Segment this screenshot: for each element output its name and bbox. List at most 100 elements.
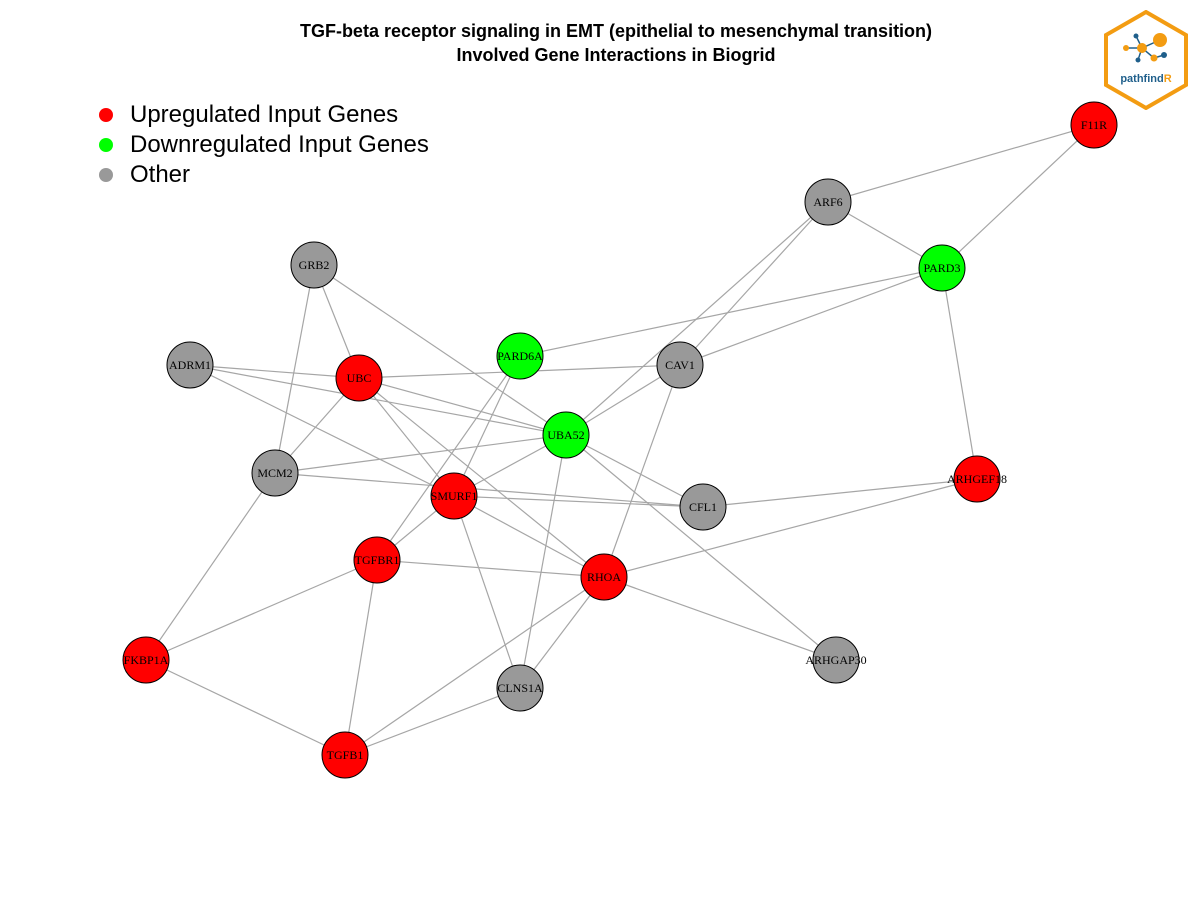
edge-grb2-mcm2 — [274, 264, 315, 474]
legend-dot-other — [99, 168, 113, 182]
node-label-uba52: UBA52 — [547, 428, 584, 442]
node-clns1a[interactable]: CLNS1A — [496, 664, 544, 712]
edge-pard3-cav1 — [679, 267, 943, 366]
edge-mcm2-cfl1 — [274, 472, 704, 508]
legend-item-upregulated: Upregulated Input Genes — [96, 100, 429, 130]
edge-clns1a-tgfb1 — [344, 687, 521, 756]
node-label-arhgef18: ARHGEF18 — [947, 472, 1007, 486]
node-uba52[interactable]: UBA52 — [542, 411, 590, 459]
node-label-clns1a: CLNS1A — [497, 681, 543, 695]
node-label-cfl1: CFL1 — [689, 500, 717, 514]
legend-dot-downregulated — [99, 138, 113, 152]
edge-arf6-cav1 — [679, 201, 829, 366]
node-circle-pard3[interactable] — [918, 244, 966, 292]
node-label-arhgap30: ARHGAP30 — [805, 653, 866, 667]
node-label-tgfb1: TGFB1 — [327, 748, 364, 762]
node-circle-ubc[interactable] — [335, 354, 383, 402]
node-label-grb2: GRB2 — [299, 258, 330, 272]
node-circle-uba52[interactable] — [542, 411, 590, 459]
pathfindr-logo: pathfindR — [1102, 9, 1190, 111]
edge-fkbp1a-tgfb1 — [145, 659, 346, 756]
node-label-adrm1: ADRM1 — [169, 358, 211, 372]
nodes-layer: F11R ARF6 PARD3 GRB2 PARD6A CAV1 ADRM1 UBC UBA52… — [122, 101, 1118, 779]
legend-dot-upregulated — [99, 108, 113, 122]
edge-uba52-mcm2 — [274, 434, 567, 474]
node-grb2[interactable]: GRB2 — [290, 241, 338, 289]
edge-tgfbr1-tgfb1 — [344, 559, 378, 756]
edge-tgfbr1-rhoa — [376, 559, 605, 578]
node-ubc[interactable]: UBC — [335, 354, 383, 402]
edge-smurf1-cfl1 — [453, 495, 704, 508]
edge-f11r-arf6 — [827, 124, 1095, 203]
node-circle-arf6[interactable] — [804, 178, 852, 226]
node-circle-arhgef18[interactable] — [953, 455, 1001, 503]
edge-smurf1-clns1a — [453, 495, 521, 689]
node-label-mcm2: MCM2 — [257, 466, 292, 480]
edge-smurf1-rhoa — [453, 495, 605, 578]
node-label-fkbp1a: FKBP1A — [124, 653, 169, 667]
edge-uba52-arhgap30 — [565, 434, 837, 661]
node-circle-pard6a[interactable] — [496, 332, 544, 380]
legend-label-downregulated: Downregulated Input Genes — [130, 131, 429, 158]
logo-text-main: pathfind — [1120, 73, 1164, 85]
edge-cfl1-arhgef18 — [702, 478, 978, 508]
edge-uba52-clns1a — [519, 434, 567, 689]
edge-adrm1-uba52 — [189, 364, 567, 436]
node-label-f11r: F11R — [1081, 118, 1107, 132]
edges-layer — [145, 124, 1095, 756]
node-rhoa[interactable]: RHOA — [580, 553, 628, 601]
edge-pard6a-tgfbr1 — [376, 355, 521, 561]
edge-pard3-pard6a — [519, 267, 943, 357]
node-label-ubc: UBC — [347, 371, 372, 385]
node-circle-grb2[interactable] — [290, 241, 338, 289]
node-label-cav1: CAV1 — [665, 358, 695, 372]
node-pard6a[interactable]: PARD6A — [496, 332, 544, 380]
node-label-pard6a: PARD6A — [497, 349, 543, 363]
logo-text-accent: R — [1163, 73, 1172, 85]
node-f11r[interactable]: F11R — [1070, 101, 1118, 149]
logo-text: pathfindR — [1102, 73, 1190, 85]
title-line-2: Involved Gene Interactions in Biogrid — [456, 45, 776, 65]
node-arhgap30[interactable]: ARHGAP30 — [805, 636, 867, 684]
legend: Upregulated Input Genes Downregulated In… — [96, 100, 429, 190]
title-line-1: TGF-beta receptor signaling in EMT (epit… — [299, 21, 933, 41]
node-circle-smurf1[interactable] — [430, 472, 478, 520]
node-tgfbr1[interactable]: TGFBR1 — [353, 536, 401, 584]
node-circle-mcm2[interactable] — [251, 449, 299, 497]
node-label-tgfbr1: TGFBR1 — [355, 553, 400, 567]
node-circle-tgfbr1[interactable] — [353, 536, 401, 584]
node-label-pard3: PARD3 — [924, 261, 961, 275]
node-circle-tgfb1[interactable] — [321, 731, 369, 779]
node-circle-cfl1[interactable] — [679, 483, 727, 531]
legend-item-other: Other — [96, 160, 429, 190]
edge-f11r-pard3 — [941, 124, 1095, 269]
node-circle-cav1[interactable] — [656, 341, 704, 389]
node-fkbp1a[interactable]: FKBP1A — [122, 636, 170, 684]
edge-pard3-arhgef18 — [941, 267, 978, 480]
node-adrm1[interactable]: ADRM1 — [166, 341, 214, 389]
node-cav1[interactable]: CAV1 — [656, 341, 704, 389]
edge-rhoa-tgfb1 — [344, 576, 605, 756]
node-circle-rhoa[interactable] — [580, 553, 628, 601]
node-smurf1[interactable]: SMURF1 — [430, 472, 478, 520]
node-circle-clns1a[interactable] — [496, 664, 544, 712]
node-circle-adrm1[interactable] — [166, 341, 214, 389]
node-tgfb1[interactable]: TGFB1 — [321, 731, 369, 779]
edge-grb2-uba52 — [313, 264, 567, 436]
node-arf6[interactable]: ARF6 — [804, 178, 852, 226]
logo-hexagon-icon — [1104, 9, 1188, 111]
legend-label-other: Other — [130, 161, 191, 188]
node-pard3[interactable]: PARD3 — [918, 244, 966, 292]
node-circle-f11r[interactable] — [1070, 101, 1118, 149]
node-circle-fkbp1a[interactable] — [122, 636, 170, 684]
node-circle-arhgap30[interactable] — [812, 636, 860, 684]
node-arhgef18[interactable]: ARHGEF18 — [947, 455, 1007, 503]
edge-tgfbr1-fkbp1a — [145, 559, 378, 661]
edge-adrm1-ubc — [189, 364, 360, 379]
edge-ubc-smurf1 — [358, 377, 455, 497]
edge-ubc-rhoa — [358, 377, 605, 578]
edge-mcm2-fkbp1a — [145, 472, 276, 661]
node-cfl1[interactable]: CFL1 — [679, 483, 727, 531]
node-mcm2[interactable]: MCM2 — [251, 449, 299, 497]
